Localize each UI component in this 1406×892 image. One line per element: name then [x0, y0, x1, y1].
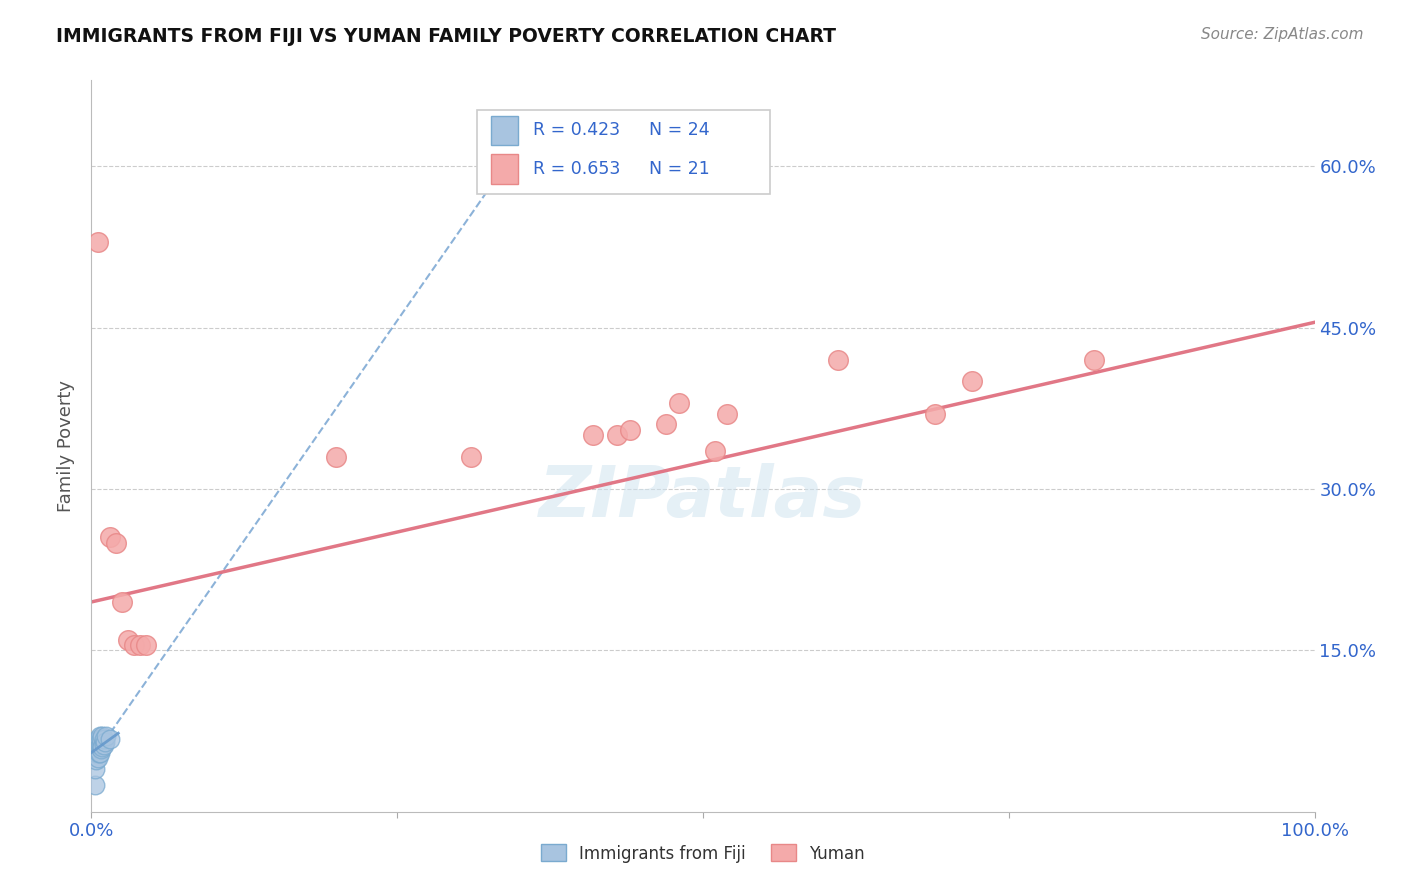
Point [960, 375, 983, 389]
Text: Source: ZipAtlas.com: Source: ZipAtlas.com [1201, 27, 1364, 42]
Point [460, 450, 482, 464]
Text: IMMIGRANTS FROM FIJI VS YUMAN FAMILY POVERTY CORRELATION CHART: IMMIGRANTS FROM FIJI VS YUMAN FAMILY POV… [56, 27, 837, 45]
Point [98, 731, 121, 746]
Text: N = 21: N = 21 [650, 160, 710, 178]
Point [827, 353, 849, 368]
Point [86, 235, 108, 249]
Text: N = 24: N = 24 [650, 121, 710, 139]
Bar [491, 154, 519, 184]
Point [91, 730, 114, 744]
Point [704, 444, 727, 458]
Point [89, 746, 111, 760]
Point [129, 638, 152, 652]
Point [111, 595, 134, 609]
Point [104, 536, 127, 550]
Y-axis label: Family Poverty: Family Poverty [58, 380, 76, 512]
Point [84, 762, 107, 776]
Point [86, 731, 108, 746]
Point [93, 731, 115, 746]
Point [94, 730, 117, 744]
Point [86, 738, 108, 752]
Point [86, 742, 108, 756]
Point [90, 731, 112, 746]
Point [98, 530, 121, 544]
Legend: Immigrants from Fiji, Yuman: Immigrants from Fiji, Yuman [534, 838, 872, 869]
Point [924, 407, 946, 421]
Point [325, 450, 347, 464]
Point [606, 428, 628, 442]
FancyBboxPatch shape [477, 110, 770, 194]
Point [135, 638, 157, 652]
Point [90, 742, 112, 756]
Point [582, 428, 605, 442]
Point [90, 738, 112, 752]
Point [1083, 353, 1105, 368]
Text: R = 0.423: R = 0.423 [533, 121, 620, 139]
Point [117, 632, 139, 647]
Point [89, 738, 111, 752]
Point [716, 407, 738, 421]
Point [619, 423, 641, 437]
Point [84, 746, 107, 760]
Point [93, 738, 115, 752]
Point [655, 417, 678, 432]
Point [668, 396, 690, 410]
Point [84, 753, 107, 767]
Point [86, 751, 108, 765]
Point [122, 638, 145, 652]
Point [91, 740, 114, 755]
Text: R = 0.653: R = 0.653 [533, 160, 620, 178]
Point [87, 740, 110, 755]
Bar [491, 116, 519, 145]
Text: ZIPatlas: ZIPatlas [540, 463, 866, 532]
Point [84, 778, 107, 792]
Point [87, 746, 110, 760]
Point [87, 731, 110, 746]
Point [89, 730, 111, 744]
Point [94, 735, 117, 749]
